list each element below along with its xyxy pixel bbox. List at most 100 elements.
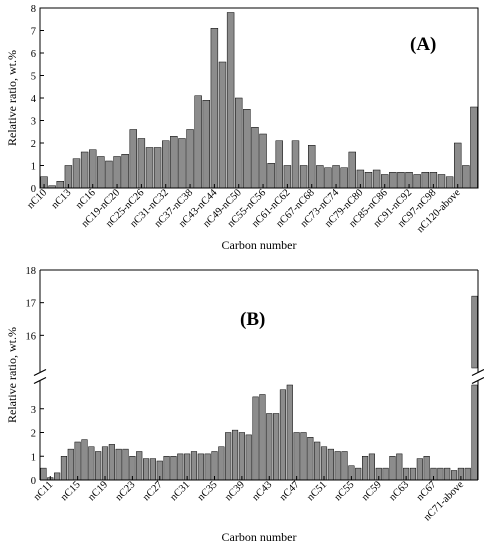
bar (202, 100, 210, 189)
panel-label: (A) (410, 34, 436, 55)
bar (259, 394, 266, 481)
bar (113, 156, 121, 189)
bar (163, 456, 170, 481)
bar (243, 109, 251, 189)
x-tick-label: nC31 (168, 479, 192, 503)
bar (153, 147, 162, 189)
bar-upper-segment (471, 295, 478, 369)
bar (211, 451, 218, 481)
bar (81, 439, 88, 481)
bar (197, 453, 204, 481)
x-tick-label: nC43 (251, 479, 275, 503)
bar (316, 165, 324, 189)
bar (251, 127, 259, 189)
bar (170, 136, 178, 189)
y-tick-label: 17 (26, 299, 37, 310)
y-tick-label: 3 (31, 405, 36, 416)
bar (421, 172, 429, 189)
bar (454, 142, 462, 189)
bar (162, 140, 170, 189)
bar (259, 133, 267, 189)
bar (170, 456, 177, 481)
bar (291, 140, 300, 189)
bar (362, 456, 369, 481)
bar (464, 467, 471, 481)
bar (308, 145, 316, 189)
y-tick-label: 16 (26, 331, 37, 342)
bar (210, 28, 219, 189)
bar (364, 172, 373, 189)
x-tick-label: nC19 (86, 479, 110, 503)
y-tick-label: 2 (31, 139, 36, 150)
bar (186, 129, 194, 189)
bar (108, 444, 115, 481)
bar (348, 151, 356, 189)
bar (67, 448, 74, 481)
bar (177, 453, 184, 481)
y-tick-label: 0 (31, 476, 36, 487)
y-tick-label: 0 (31, 184, 36, 195)
bar (382, 467, 389, 481)
bar (121, 154, 129, 189)
bar (60, 456, 68, 481)
bar (136, 451, 143, 481)
bar (324, 167, 332, 189)
y-tick-label: 1 (31, 162, 36, 173)
bar (300, 432, 307, 481)
x-tick-label: nC55 (333, 479, 357, 503)
bar (334, 451, 341, 481)
bar (40, 467, 47, 481)
x-tick-label: nC35 (196, 479, 220, 503)
bar (423, 456, 430, 481)
bar (413, 174, 421, 189)
x-tick-label: nC47 (278, 479, 302, 503)
bar (190, 451, 198, 481)
bar (450, 470, 458, 481)
bar (368, 453, 375, 481)
y-tick-label: 8 (31, 4, 36, 15)
bar (389, 172, 397, 189)
bar (437, 174, 446, 189)
bar (56, 181, 64, 189)
x-axis-title: Carbon number (222, 238, 297, 252)
x-tick-label: nC39 (223, 479, 247, 503)
bar (341, 451, 348, 481)
bar (409, 467, 417, 481)
y-tick-label: 3 (31, 117, 36, 128)
bar (129, 129, 137, 189)
bar (372, 169, 381, 189)
bar (273, 413, 280, 481)
bar (266, 413, 273, 481)
bar (445, 176, 454, 189)
bar (267, 163, 275, 189)
bar (340, 167, 348, 189)
bar (437, 467, 444, 481)
x-tick-label: nC51 (305, 479, 329, 503)
bar (145, 147, 154, 189)
bar (275, 140, 283, 189)
bar (252, 396, 259, 481)
bar (327, 448, 334, 481)
bar (226, 12, 235, 189)
bar (89, 149, 97, 189)
x-tick-label: nC27 (141, 479, 165, 503)
bar (397, 172, 405, 189)
bar (235, 97, 243, 189)
x-tick-label: nC67 (415, 479, 439, 503)
bar (88, 446, 95, 481)
bar (72, 158, 81, 189)
y-tick-label: 4 (31, 94, 37, 105)
x-axis-title: Carbon number (222, 530, 297, 544)
bar (470, 106, 478, 189)
y-tick-label: 5 (31, 72, 36, 83)
bar (279, 389, 287, 481)
bar (204, 453, 211, 481)
x-tick-label: nC63 (387, 479, 411, 503)
x-tick-label: nC13 (50, 187, 74, 211)
panel-label: (B) (240, 309, 265, 330)
bar (54, 472, 61, 481)
bar (355, 467, 362, 481)
y-tick-label: 18 (26, 266, 37, 277)
